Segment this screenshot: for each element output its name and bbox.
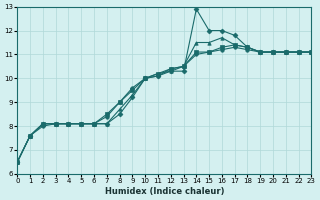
X-axis label: Humidex (Indice chaleur): Humidex (Indice chaleur) <box>105 187 224 196</box>
